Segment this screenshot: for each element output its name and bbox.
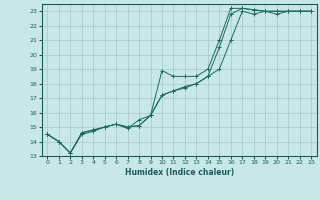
X-axis label: Humidex (Indice chaleur): Humidex (Indice chaleur): [124, 168, 234, 177]
